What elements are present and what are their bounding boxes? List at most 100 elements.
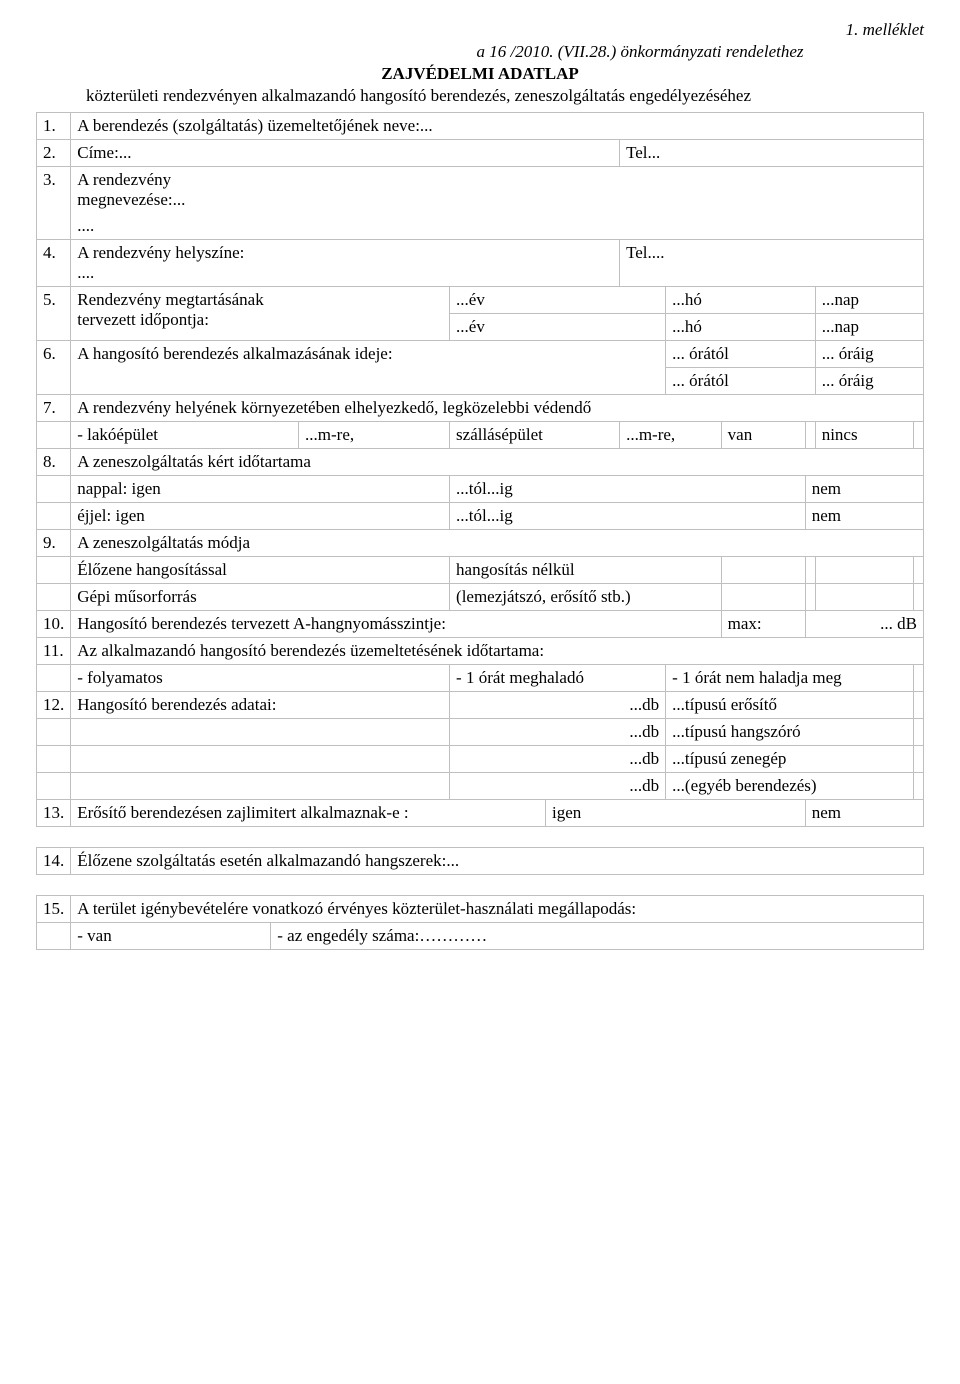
row-6-num: 6. <box>37 341 71 395</box>
row-4: 4. A rendezvény helyszíne:.... Tel.... <box>37 240 924 287</box>
regulation-ref: a 16 /2010. (VII.28.) önkormányzati rend… <box>36 42 924 62</box>
duration-label: A zeneszolgáltatás kért időtartama <box>71 449 924 476</box>
row-4-num: 4. <box>37 240 71 287</box>
event-name-label: A rendezvénymegnevezése:... <box>71 167 924 214</box>
form-subtitle: közterületi rendezvényen alkalmazandó ha… <box>36 86 924 106</box>
row-9b: Gépi műsorforrás (lemezjátszó, erősítő s… <box>37 584 924 611</box>
neighbor-label: A rendezvény helyének környezetében elhe… <box>71 395 924 422</box>
over-1h-option[interactable]: - 1 órát meghaladó <box>450 665 666 692</box>
amp-type[interactable]: ...típusú erősítő <box>666 692 914 719</box>
residence-distance[interactable]: ...m-re, <box>299 422 450 449</box>
row-10: 10. Hangosító berendezés tervezett A-han… <box>37 611 924 638</box>
row-7: 7. A rendezvény helyének környezetében e… <box>37 395 924 422</box>
amp-qty[interactable]: ...db <box>450 692 666 719</box>
row-8-num: 8. <box>37 449 71 476</box>
speaker-qty[interactable]: ...db <box>450 719 666 746</box>
db-field[interactable]: ... dB <box>805 611 923 638</box>
exists-no[interactable]: nincs <box>815 422 913 449</box>
daytime-yes[interactable]: nappal: igen <box>71 476 450 503</box>
month-field-2[interactable]: ...hó <box>666 314 816 341</box>
without-amp[interactable]: hangosítás nélkül <box>450 557 722 584</box>
other-qty[interactable]: ...db <box>450 773 666 800</box>
musicbox-qty[interactable]: ...db <box>450 746 666 773</box>
year-field-2[interactable]: ...év <box>450 314 666 341</box>
mechanical-source[interactable]: Gépi műsorforrás <box>71 584 450 611</box>
row-6a: 6. A hangosító berendezés alkalmazásának… <box>37 341 924 368</box>
speaker-type[interactable]: ...típusú hangszóró <box>666 719 914 746</box>
row-1: 1. A berendezés (szolgáltatás) üzemeltet… <box>37 113 924 140</box>
row-8: 8. A zeneszolgáltatás kért időtartama <box>37 449 924 476</box>
row-8a: nappal: igen ...tól...ig nem <box>37 476 924 503</box>
row-2-num: 2. <box>37 140 71 167</box>
row-3: 3. A rendezvénymegnevezése:... <box>37 167 924 214</box>
permit-label: A terület igénybevételére vonatkozó érvé… <box>71 896 924 923</box>
day-field-2[interactable]: ...nap <box>815 314 923 341</box>
night-range[interactable]: ...tól...ig <box>450 503 806 530</box>
row-1-num: 1. <box>37 113 71 140</box>
row-15: 15. A terület igénybevételére vonatkozó … <box>37 896 924 923</box>
musicbox-type[interactable]: ...típusú zenegép <box>666 746 914 773</box>
night-yes[interactable]: éjjel: igen <box>71 503 450 530</box>
to-hour-2[interactable]: ... óráig <box>815 368 923 395</box>
daytime-range[interactable]: ...tól...ig <box>450 476 806 503</box>
permit-yes[interactable]: - van <box>71 923 271 950</box>
max-label: max: <box>721 611 805 638</box>
limiter-yes[interactable]: igen <box>545 800 805 827</box>
year-field-1[interactable]: ...év <box>450 287 666 314</box>
row-13: 13. Erősítő berendezésen zajlimitert alk… <box>37 800 924 827</box>
row-14-num: 14. <box>37 848 71 875</box>
location-field[interactable]: A rendezvény helyszíne:.... <box>71 240 620 287</box>
row-9-num: 9. <box>37 530 71 557</box>
row-5-num: 5. <box>37 287 71 341</box>
tel-field-2[interactable]: Tel.... <box>620 240 924 287</box>
accommodation-distance[interactable]: ...m-re, <box>620 422 722 449</box>
limiter-no[interactable]: nem <box>805 800 923 827</box>
attachment-label: 1. melléklet <box>36 20 924 40</box>
usage-time-label: A hangosító berendezés alkalmazásának id… <box>71 341 666 395</box>
row-12b: ...db ...típusú hangszóró <box>37 719 924 746</box>
exists-yes[interactable]: van <box>721 422 805 449</box>
daytime-no[interactable]: nem <box>805 476 923 503</box>
address-field[interactable]: Címe:... <box>71 140 620 167</box>
continuous-option[interactable]: - folyamatos <box>71 665 450 692</box>
under-1h-option[interactable]: - 1 órát nem haladja meg <box>666 665 914 692</box>
tel-field-1[interactable]: Tel... <box>620 140 924 167</box>
row-8b: éjjel: igen ...tól...ig nem <box>37 503 924 530</box>
accommodation-label: szállásépület <box>450 422 620 449</box>
other-type[interactable]: ...(egyéb berendezés) <box>666 773 914 800</box>
device-data-label: Hangosító berendezés adatai: <box>71 692 450 719</box>
to-hour-1[interactable]: ... óráig <box>815 341 923 368</box>
live-with-amp[interactable]: Élőzene hangosítással <box>71 557 450 584</box>
service-mode-label: A zeneszolgáltatás módja <box>71 530 924 557</box>
month-field-1[interactable]: ...hó <box>666 287 816 314</box>
row-12d: ...db ...(egyéb berendezés) <box>37 773 924 800</box>
form-table-2: 14. Élőzene szolgáltatás esetén alkalmaz… <box>36 847 924 875</box>
row-5a: 5. Rendezvény megtartásánaktervezett idő… <box>37 287 924 314</box>
row-11-num: 11. <box>37 638 71 665</box>
from-hour-2[interactable]: ... órától <box>666 368 816 395</box>
row-7-num: 7. <box>37 395 71 422</box>
row-7b: - lakóépület ...m-re, szállásépület ...m… <box>37 422 924 449</box>
instruments-field[interactable]: Élőzene szolgáltatás esetén alkalmazandó… <box>71 848 924 875</box>
operation-duration-label: Az alkalmazandó hangosító berendezés üze… <box>71 638 924 665</box>
form-title: ZAJVÉDELMI ADATLAP <box>36 64 924 84</box>
night-no[interactable]: nem <box>805 503 923 530</box>
from-hour-1[interactable]: ... órától <box>666 341 816 368</box>
row-9: 9. A zeneszolgáltatás módja <box>37 530 924 557</box>
row-12c: ...db ...típusú zenegép <box>37 746 924 773</box>
row-3-num: 3. <box>37 167 71 240</box>
operator-name-field[interactable]: A berendezés (szolgáltatás) üzemeltetőjé… <box>71 113 924 140</box>
residence-label: - lakóépület <box>71 422 299 449</box>
form-table: 1. A berendezés (szolgáltatás) üzemeltet… <box>36 112 924 827</box>
row-2: 2. Címe:... Tel... <box>37 140 924 167</box>
planned-date-label: Rendezvény megtartásánaktervezett időpon… <box>71 287 450 341</box>
row-12-num: 12. <box>37 692 71 719</box>
event-name-field[interactable]: .... <box>71 213 924 240</box>
row-10-num: 10. <box>37 611 71 638</box>
row-12a: 12. Hangosító berendezés adatai: ...db .… <box>37 692 924 719</box>
permit-number[interactable]: - az engedély száma:………… <box>271 923 924 950</box>
row-9a: Élőzene hangosítással hangosítás nélkül <box>37 557 924 584</box>
turntable-amp[interactable]: (lemezjátszó, erősítő stb.) <box>450 584 722 611</box>
sound-level-label: Hangosító berendezés tervezett A-hangnyo… <box>71 611 721 638</box>
day-field-1[interactable]: ...nap <box>815 287 923 314</box>
